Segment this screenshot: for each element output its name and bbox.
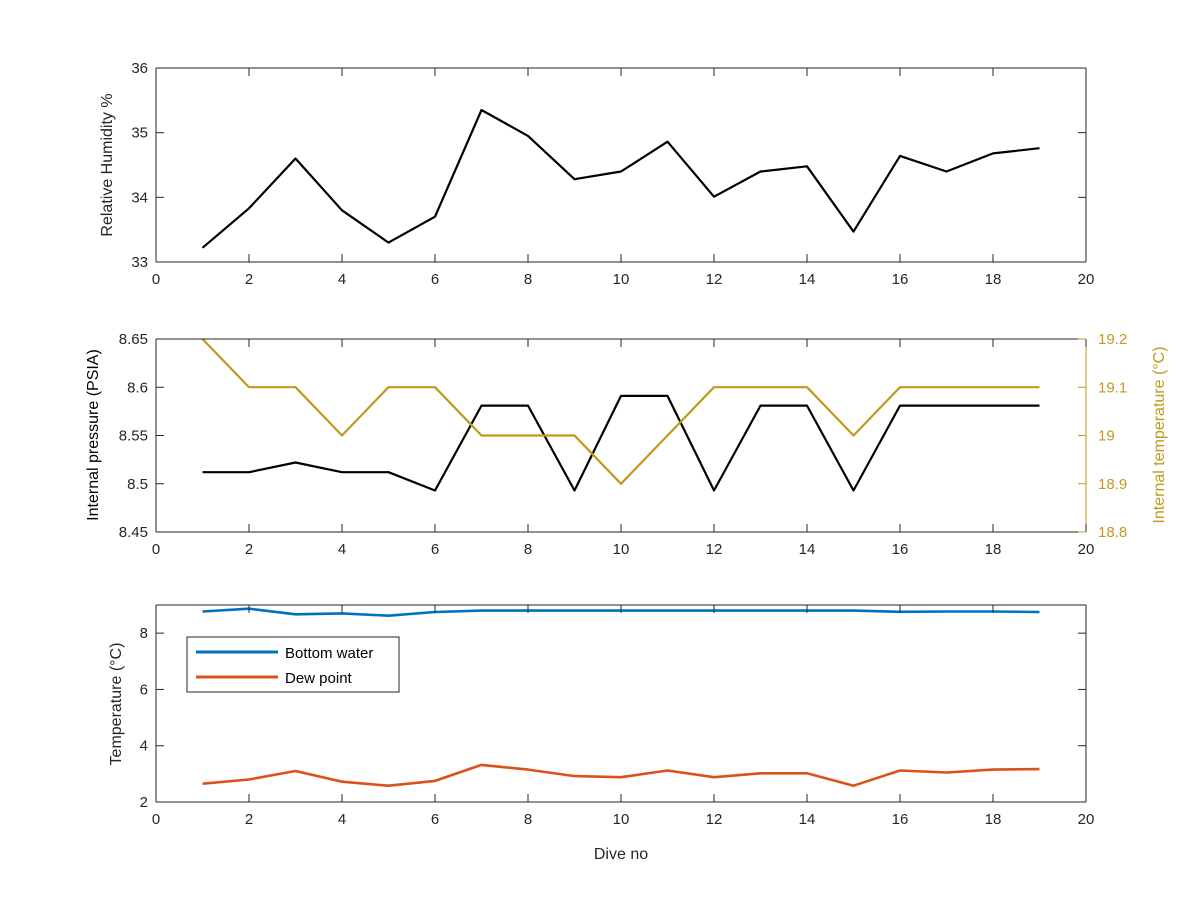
x-tick-label-1-9: 18 <box>985 541 1002 558</box>
x-tick-label-0-3: 6 <box>431 271 439 288</box>
x-tick-label-0-2: 4 <box>338 271 346 288</box>
series-line-2-1 <box>202 763 1040 788</box>
y-tick-label-1-3: 8.6 <box>127 379 148 396</box>
x-tick-label-1-8: 16 <box>892 541 909 558</box>
x-tick-label-0-4: 8 <box>524 271 532 288</box>
legend-label-bottom-water: Bottom water <box>285 645 373 662</box>
x-tick-label-0-9: 18 <box>985 271 1002 288</box>
x-tick-label-1-4: 8 <box>524 541 532 558</box>
y-tick-label-0-3: 36 <box>131 60 148 77</box>
y-tick-label-1-4: 8.65 <box>119 331 148 348</box>
x-tick-label-2-1: 2 <box>245 811 253 828</box>
pressure-panel: Internal pressure (PSIA) Internal temper… <box>85 331 1168 558</box>
x-tick-label-0-10: 20 <box>1078 271 1095 288</box>
y-right-tick-label-1-1: 18.9 <box>1098 476 1127 493</box>
humidity-panel: Relative Humidity % 0 2 4 6 8 10 12 14 16 18 20 33 3… <box>99 60 1094 288</box>
x-tick-label-1-7: 14 <box>799 541 816 558</box>
legend: Bottom water Dew point <box>186 636 400 693</box>
x-tick-label-2-6: 12 <box>706 811 723 828</box>
x-tick-label-0-5: 10 <box>613 271 630 288</box>
x-tick-label-2-10: 20 <box>1078 811 1095 828</box>
internal-temperature-ylabel: Internal temperature (°C) <box>1151 346 1168 523</box>
x-tick-label-1-6: 12 <box>706 541 723 558</box>
x-tick-label-2-4: 8 <box>524 811 532 828</box>
legend-box <box>186 636 400 693</box>
y-right-tick-label-1-3: 19.1 <box>1098 379 1127 396</box>
series-line-0-0 <box>201 108 1040 249</box>
temperature-panel: Temperature (°C) Dive no Bottom water De… <box>108 604 1095 863</box>
x-tick-label-0-0: 0 <box>152 271 160 288</box>
x-tick-label-0-7: 14 <box>799 271 816 288</box>
humidity-ylabel: Relative Humidity % <box>99 93 116 236</box>
x-tick-label-1-1: 2 <box>245 541 253 558</box>
y-tick-label-1-0: 8.45 <box>119 524 148 541</box>
y-right-tick-label-1-4: 19.2 <box>1098 331 1127 348</box>
x-tick-label-1-10: 20 <box>1078 541 1095 558</box>
y-tick-label-1-1: 8.5 <box>127 476 148 493</box>
pressure-ylabel: Internal pressure (PSIA) <box>85 349 102 521</box>
y-tick-label-0-2: 35 <box>131 125 148 142</box>
x-tick-label-1-3: 6 <box>431 541 439 558</box>
legend-label-dew-point: Dew point <box>285 670 353 687</box>
x-tick-label-0-6: 12 <box>706 271 723 288</box>
temperature-ylabel: Temperature (°C) <box>108 643 125 766</box>
y-right-tick-label-1-0: 18.8 <box>1098 524 1127 541</box>
series-line-1-0 <box>202 394 1040 492</box>
series-line-1-1 <box>201 338 1040 485</box>
x-tick-label-2-2: 4 <box>338 811 346 828</box>
x-tick-label-0-8: 16 <box>892 271 909 288</box>
y-tick-label-2-1: 4 <box>140 738 148 755</box>
y-tick-label-2-2: 6 <box>140 681 148 698</box>
x-tick-label-2-5: 10 <box>613 811 630 828</box>
y-tick-label-2-3: 8 <box>140 625 148 642</box>
x-tick-label-0-1: 2 <box>245 271 253 288</box>
x-tick-label-1-5: 10 <box>613 541 630 558</box>
dive-no-xlabel: Dive no <box>594 846 648 863</box>
x-tick-label-2-0: 0 <box>152 811 160 828</box>
x-tick-label-2-3: 6 <box>431 811 439 828</box>
y-tick-label-2-0: 2 <box>140 794 148 811</box>
x-tick-label-1-0: 0 <box>152 541 160 558</box>
x-tick-label-2-9: 18 <box>985 811 1002 828</box>
y-tick-label-1-2: 8.55 <box>119 428 148 445</box>
x-tick-label-2-8: 16 <box>892 811 909 828</box>
x-tick-label-1-2: 4 <box>338 541 346 558</box>
y-tick-label-0-1: 34 <box>131 189 148 206</box>
y-tick-label-0-0: 33 <box>131 254 148 271</box>
y-right-tick-label-1-2: 19 <box>1098 428 1115 445</box>
x-tick-label-2-7: 14 <box>799 811 816 828</box>
